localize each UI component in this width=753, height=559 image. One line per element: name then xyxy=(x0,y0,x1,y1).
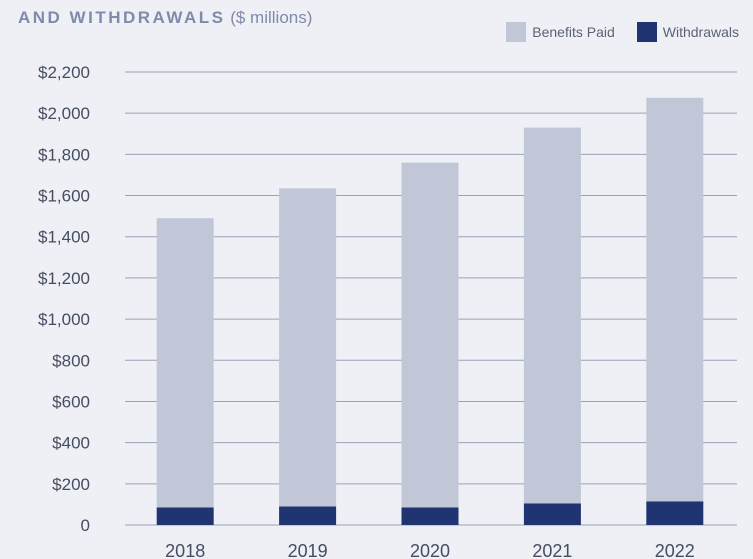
y-tick-label: $1,000 xyxy=(38,310,90,329)
y-tick-label: $200 xyxy=(52,475,90,494)
bar-benefits-paid xyxy=(279,188,337,507)
bar-benefits-paid xyxy=(523,127,581,504)
bar-benefits-paid xyxy=(646,97,704,502)
bar-withdrawals xyxy=(646,501,704,525)
x-tick-label: 2019 xyxy=(288,541,328,559)
bar-withdrawals xyxy=(401,507,459,525)
bar-withdrawals xyxy=(523,503,581,525)
x-tick-label: 2020 xyxy=(410,541,450,559)
x-tick-label: 2021 xyxy=(532,541,572,559)
bar-benefits-paid xyxy=(401,162,459,508)
y-tick-label: $400 xyxy=(52,434,90,453)
y-tick-label: 0 xyxy=(81,516,90,535)
y-tick-label: $1,400 xyxy=(38,228,90,247)
y-tick-label: $800 xyxy=(52,351,90,370)
y-tick-label: $600 xyxy=(52,392,90,411)
x-tick-label: 2018 xyxy=(165,541,205,559)
x-tick-label: 2022 xyxy=(655,541,695,559)
y-tick-label: $2,000 xyxy=(38,104,90,123)
bar-withdrawals xyxy=(156,507,214,525)
legend-item-benefits-paid: Benefits Paid xyxy=(506,22,615,42)
legend-swatch-withdrawals xyxy=(636,22,657,42)
legend-label-benefits-paid: Benefits Paid xyxy=(532,24,615,40)
bar-benefits-paid xyxy=(156,218,214,508)
bar-withdrawals xyxy=(279,506,337,525)
y-tick-label: $1,600 xyxy=(38,187,90,206)
y-tick-label: $2,200 xyxy=(38,63,90,82)
legend-item-withdrawals: Withdrawals xyxy=(636,22,739,42)
y-tick-label: $1,800 xyxy=(38,145,90,164)
chart-legend: Benefits Paid Withdrawals xyxy=(484,22,739,42)
chart-title-unit: ($ millions) xyxy=(230,8,313,27)
chart-title: AND WITHDRAWALS ($ millions) xyxy=(18,8,312,28)
y-tick-label: $1,200 xyxy=(38,269,90,288)
chart-title-main: AND WITHDRAWALS xyxy=(18,8,226,27)
legend-label-withdrawals: Withdrawals xyxy=(662,24,739,40)
legend-swatch-benefits-paid xyxy=(506,22,527,42)
